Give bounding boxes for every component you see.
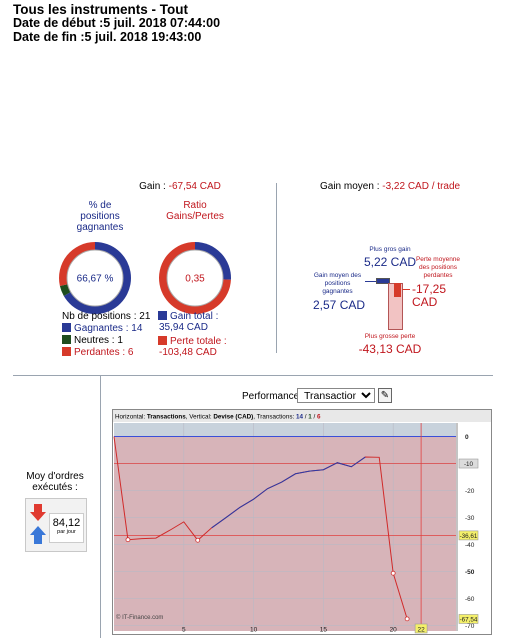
- horizontal-divider: [13, 375, 493, 376]
- winning-swatch: [62, 323, 71, 332]
- end-date: Date de fin :5 juil. 2018 19:43:00: [13, 30, 202, 44]
- data-point-marker: [404, 616, 410, 622]
- y-mark-10-tag: [458, 458, 479, 469]
- performance-chart: Horizontal: Transactions, Vertical: Devi…: [112, 409, 492, 635]
- perf-title: Performancebrute: [242, 391, 323, 402]
- perte-totale: Perte totale :: [158, 336, 227, 347]
- orders-value: 84,12: [52, 517, 81, 529]
- avg-win-label: Gain moyen des positions gagnantes: [313, 272, 362, 295]
- avg-loss-label: Perte moyenne des positions perdantes: [415, 256, 461, 279]
- chart-header: Horizontal: Transactions, Vertical: Devi…: [115, 414, 321, 421]
- nb-positions: Nb de positions : 21: [62, 311, 151, 322]
- y-tick-label: -50: [465, 569, 475, 576]
- neutral-swatch: [62, 335, 71, 344]
- x-tick-label: 10: [250, 627, 258, 634]
- win-rate-value: 66,67 %: [77, 274, 114, 285]
- winning-positions-heading: % de positions gagnantes: [76, 200, 124, 233]
- ratio-donut: 0,35: [159, 242, 231, 314]
- legend-losing: Perdantes : 6: [62, 347, 150, 359]
- win-rate-donut: 66,67 %: [59, 242, 131, 314]
- report-title: Tous les instruments - Tout: [13, 2, 189, 17]
- perte-totale-swatch: [158, 336, 167, 345]
- avg-gain-label: Gain moyen :: [320, 181, 380, 192]
- down-arrow-icon: [30, 504, 46, 521]
- avg-win-value: 2,57 CAD: [313, 298, 366, 312]
- gain-total: Gain total :: [158, 311, 227, 322]
- avg-gain-summary: Gain moyen : -3,22 CAD / trade: [320, 181, 460, 192]
- avg-win-pointer: [365, 281, 376, 282]
- legend-winning: Gagnantes : 14: [62, 323, 150, 335]
- x-tick-label: 5: [182, 627, 186, 634]
- start-date: Date de début :5 juil. 2018 07:44:00: [13, 16, 221, 30]
- positions-legend: Nb de positions : 21 Gagnantes : 14 Neut…: [62, 311, 150, 359]
- gain-total-swatch: [158, 311, 167, 320]
- perf-mode-select[interactable]: Transactions: [297, 388, 375, 403]
- wrench-icon[interactable]: ✎: [378, 388, 392, 403]
- y-mark-36-label: -36,61: [460, 533, 478, 540]
- y-tick-label: 0: [465, 434, 469, 441]
- chart-header-bar: [113, 410, 491, 422]
- y-tick-label: -70: [465, 623, 475, 630]
- orders-value-box: 84,12 par jour: [49, 513, 84, 543]
- avg-loss-pointer: [402, 289, 410, 290]
- ratio-heading: Ratio Gains/Pertes: [166, 200, 224, 222]
- gain-total-value: 35,94 CAD: [159, 322, 208, 333]
- orders-widget: 84,12 par jour: [25, 498, 87, 552]
- losing-swatch: [62, 347, 71, 356]
- perte-totale-value: -103,48 CAD: [159, 347, 217, 358]
- gain-label: Gain :: [139, 181, 166, 192]
- orders-label: Moy d'ordres exécutés :: [26, 471, 84, 493]
- section-divider: [276, 183, 277, 353]
- gain-value: -67,54 CAD: [168, 181, 221, 192]
- ratio-value: 0,35: [185, 274, 205, 285]
- ratio-donut-hole: [166, 249, 224, 307]
- equity-blue-line: [211, 456, 366, 529]
- up-down-arrows-icon: [30, 504, 46, 544]
- win-rate-donut-hole: [66, 249, 124, 307]
- avg-loss-value: -17,25 CAD: [412, 282, 447, 309]
- x-tick-label: 15: [320, 627, 328, 634]
- max-gain-value: 5,22 CAD: [363, 255, 417, 269]
- data-point-marker: [195, 537, 201, 543]
- totals-legend: Gain total : 35,94 CAD Perte totale : -1…: [158, 311, 227, 358]
- y-mark-10-label: -10: [464, 461, 474, 468]
- orders-unit: par jour: [57, 529, 76, 535]
- legend-neutral: Neutres : 1: [62, 335, 150, 347]
- y-mark-36-tag: [458, 530, 479, 541]
- max-loss-value: -43,13 CAD: [358, 342, 422, 356]
- avg-gain-value: -3,22 CAD / trade: [382, 181, 461, 192]
- y-tick-label: -60: [465, 596, 475, 603]
- max-loss-label: Plus grosse perte: [364, 333, 416, 340]
- y-mark-67-label: -67,54: [460, 616, 478, 623]
- up-arrow-icon: [30, 526, 46, 544]
- max-gain-label: Plus gros gain: [369, 246, 411, 253]
- data-point-marker: [390, 570, 396, 576]
- y-tick-label: -30: [465, 515, 475, 522]
- data-point-marker: [125, 537, 131, 543]
- left-panel-divider: [100, 375, 101, 638]
- avg-win-bar: [376, 278, 390, 284]
- y-mark-67-tag: [458, 614, 479, 624]
- current-x-label: 22: [417, 627, 425, 634]
- avg-loss-bar: [394, 283, 401, 297]
- gain-summary: Gain : -67,54 CAD: [100, 181, 260, 192]
- y-tick-label: -40: [465, 542, 475, 549]
- x-tick-label: 20: [390, 627, 398, 634]
- negative-zone: [114, 436, 456, 631]
- y-tick-label: -20: [465, 488, 475, 495]
- current-x-tag: [414, 623, 428, 634]
- chart-watermark: © IT-Finance.com: [116, 614, 163, 621]
